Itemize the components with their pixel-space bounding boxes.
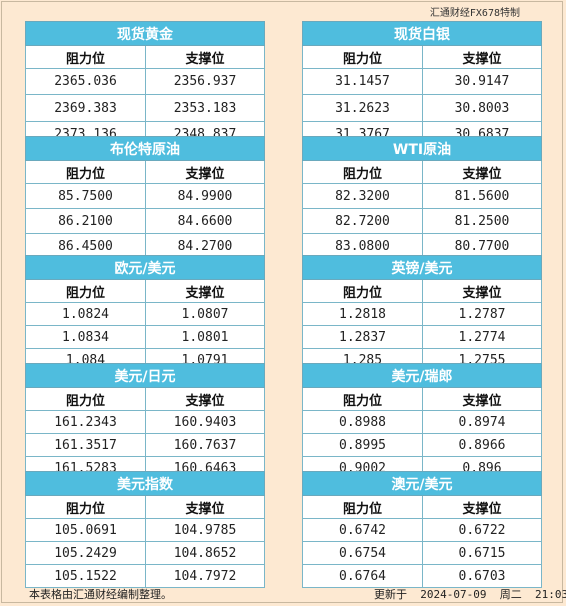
support-value: 0.8966 — [422, 434, 542, 457]
support-header: 支撑位 — [145, 388, 265, 411]
resistance-value: 161.2343 — [25, 411, 145, 434]
support-value: 30.8003 — [422, 95, 542, 122]
support-value: 81.2500 — [422, 209, 542, 234]
resistance-value: 83.0800 — [302, 234, 422, 259]
support-value: 104.8652 — [145, 542, 265, 565]
resistance-value: 2365.036 — [25, 69, 145, 95]
support-header: 支撑位 — [422, 161, 542, 184]
support-value: 1.2787 — [422, 303, 542, 326]
resistance-value: 1.0834 — [25, 326, 145, 349]
support-value: 84.6600 — [145, 209, 265, 234]
resistance-value: 0.8995 — [302, 434, 422, 457]
instrument-title: 现货白银 — [302, 21, 542, 46]
resistance-value: 1.2837 — [302, 326, 422, 349]
support-value: 84.2700 — [145, 234, 265, 259]
resistance-value: 105.0691 — [25, 519, 145, 542]
resistance-value: 1.2818 — [302, 303, 422, 326]
support-header: 支撑位 — [422, 46, 542, 69]
support-value: 0.6722 — [422, 519, 542, 542]
support-value: 1.0807 — [145, 303, 265, 326]
resistance-value: 86.2100 — [25, 209, 145, 234]
support-header: 支撑位 — [145, 496, 265, 519]
resistance-header: 阻力位 — [25, 280, 145, 303]
instrument-title: 英镑/美元 — [302, 255, 542, 280]
resistance-header: 阻力位 — [25, 161, 145, 184]
support-value: 81.5600 — [422, 184, 542, 209]
resistance-header: 阻力位 — [302, 496, 422, 519]
instrument-title: 美元/瑞郎 — [302, 363, 542, 388]
support-value: 160.9403 — [145, 411, 265, 434]
support-header: 支撑位 — [422, 496, 542, 519]
footer-updated: 更新于 2024-07-09 周二 21:03 — [374, 588, 566, 601]
instrument-title: 布伦特原油 — [25, 136, 265, 161]
instrument-title: WTI原油 — [302, 136, 542, 161]
support-value: 104.7972 — [145, 565, 265, 588]
resistance-header: 阻力位 — [302, 46, 422, 69]
resistance-header: 阻力位 — [302, 388, 422, 411]
support-value: 2356.937 — [145, 69, 265, 95]
resistance-value: 0.6742 — [302, 519, 422, 542]
support-header: 支撑位 — [422, 280, 542, 303]
instrument-title: 现货黄金 — [25, 21, 265, 46]
support-value: 2353.183 — [145, 95, 265, 122]
resistance-value: 105.1522 — [25, 565, 145, 588]
resistance-value: 82.7200 — [302, 209, 422, 234]
support-value: 84.9900 — [145, 184, 265, 209]
footer-note: 本表格由汇通财经编制整理。 — [29, 588, 172, 601]
instrument-title: 美元/日元 — [25, 363, 265, 388]
support-value: 1.0801 — [145, 326, 265, 349]
resistance-value: 82.3200 — [302, 184, 422, 209]
resistance-value: 105.2429 — [25, 542, 145, 565]
instrument-title: 美元指数 — [25, 471, 265, 496]
resistance-value: 31.2623 — [302, 95, 422, 122]
support-header: 支撑位 — [422, 388, 542, 411]
support-value: 80.7700 — [422, 234, 542, 259]
resistance-header: 阻力位 — [25, 46, 145, 69]
instrument-title: 欧元/美元 — [25, 255, 265, 280]
resistance-value: 1.0824 — [25, 303, 145, 326]
support-value: 1.2774 — [422, 326, 542, 349]
resistance-value: 85.7500 — [25, 184, 145, 209]
support-header: 支撑位 — [145, 280, 265, 303]
support-value: 30.9147 — [422, 69, 542, 95]
resistance-header: 阻力位 — [25, 496, 145, 519]
resistance-header: 阻力位 — [25, 388, 145, 411]
resistance-value: 0.6754 — [302, 542, 422, 565]
source-label: 汇通财经FX678特制 — [429, 8, 520, 19]
resistance-value: 0.6764 — [302, 565, 422, 588]
support-value: 0.8974 — [422, 411, 542, 434]
resistance-value: 0.8988 — [302, 411, 422, 434]
resistance-value: 2369.383 — [25, 95, 145, 122]
support-value: 104.9785 — [145, 519, 265, 542]
resistance-value: 161.3517 — [25, 434, 145, 457]
instrument-title: 澳元/美元 — [302, 471, 542, 496]
resistance-header: 阻力位 — [302, 280, 422, 303]
support-header: 支撑位 — [145, 46, 265, 69]
support-header: 支撑位 — [145, 161, 265, 184]
resistance-value: 31.1457 — [302, 69, 422, 95]
support-value: 160.7637 — [145, 434, 265, 457]
resistance-header: 阻力位 — [302, 161, 422, 184]
support-value: 0.6703 — [422, 565, 542, 588]
support-value: 0.6715 — [422, 542, 542, 565]
